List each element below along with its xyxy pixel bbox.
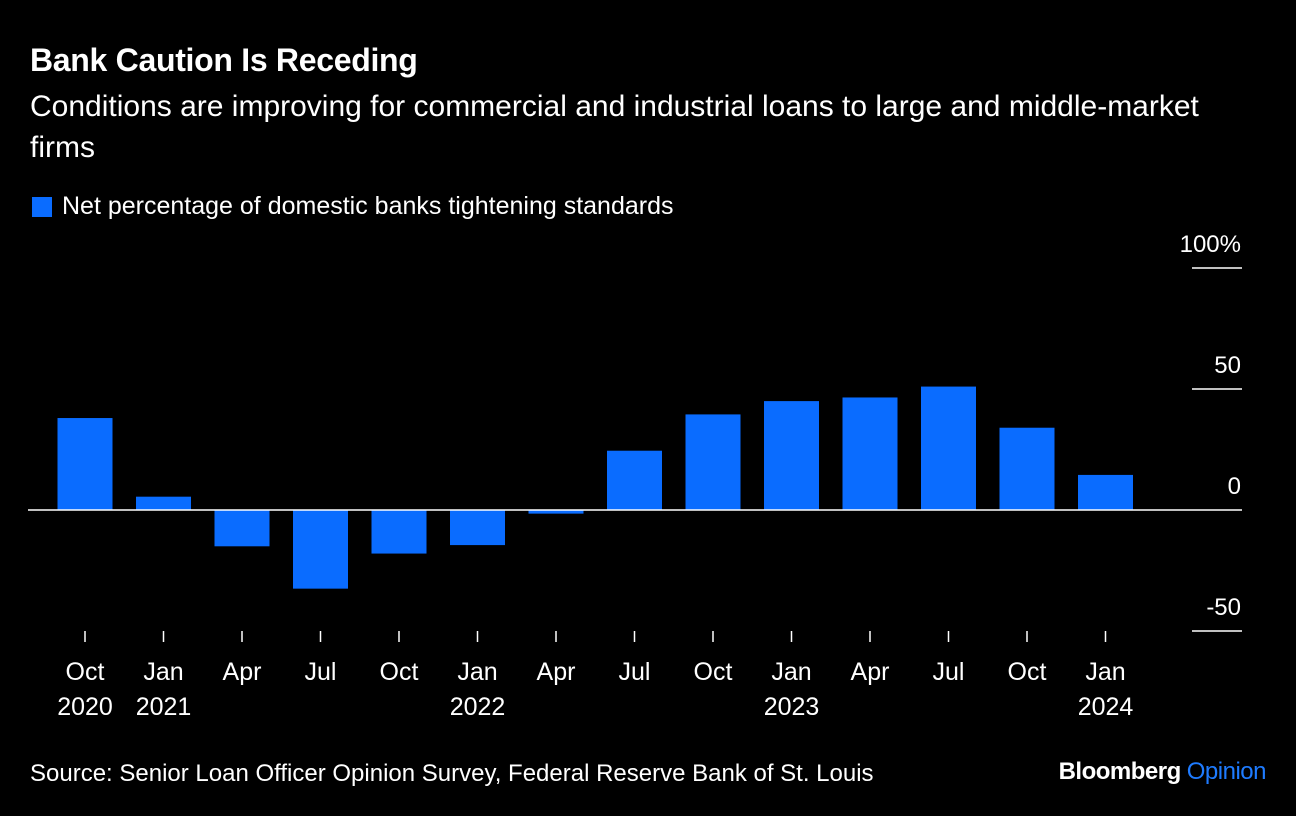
bar bbox=[371, 510, 427, 554]
x-tick-year-label: 2024 bbox=[1078, 693, 1134, 721]
bar bbox=[450, 510, 505, 546]
y-tick-label: 50 bbox=[1214, 352, 1241, 379]
bar bbox=[1078, 474, 1133, 510]
x-tick-label: Oct bbox=[1008, 658, 1047, 686]
bar-chart: 100% 50 0 -50 Oct 2020 Jan 2021 Apr Jul Oct Jan 2022… bbox=[28, 231, 1242, 721]
x-tick-year-label: 2022 bbox=[450, 693, 506, 721]
legend: Net percentage of domestic banks tighten… bbox=[32, 192, 674, 221]
x-tick-label: Jul bbox=[933, 658, 965, 686]
bar bbox=[921, 386, 976, 510]
brand-sub: Opinion bbox=[1186, 758, 1267, 785]
bar bbox=[57, 418, 113, 510]
bar bbox=[685, 414, 741, 510]
brand-main: Bloomberg bbox=[1058, 758, 1182, 785]
x-tick-label: Jul bbox=[619, 658, 651, 686]
bar bbox=[528, 510, 584, 514]
y-tick-label: -50 bbox=[1206, 594, 1241, 621]
x-tick-label: Oct bbox=[380, 658, 419, 686]
x-tick-label: Apr bbox=[851, 658, 890, 686]
x-tick-year-label: 2021 bbox=[136, 693, 192, 721]
source-note: Source: Senior Loan Officer Opinion Surv… bbox=[30, 760, 874, 787]
x-tick-label: Apr bbox=[537, 658, 576, 686]
x-tick-year-label: 2020 bbox=[57, 693, 113, 721]
x-tick-label: Apr bbox=[223, 658, 262, 686]
legend-label: Net percentage of domestic banks tighten… bbox=[62, 192, 674, 220]
bar bbox=[607, 450, 662, 510]
bar bbox=[999, 427, 1055, 510]
bar bbox=[136, 496, 191, 510]
chart-title: Bank Caution Is Receding bbox=[30, 42, 418, 78]
x-tick-label: Jan bbox=[143, 658, 183, 686]
x-tick-label: Jul bbox=[305, 658, 337, 686]
x-tick-year-label: 2023 bbox=[764, 693, 820, 721]
x-tick-label: Oct bbox=[694, 658, 733, 686]
bar bbox=[842, 397, 898, 510]
bar bbox=[293, 510, 348, 589]
chart-subtitle: Conditions are improving for commercial … bbox=[30, 90, 1199, 164]
bar bbox=[764, 401, 819, 510]
y-tick-label: 0 bbox=[1228, 473, 1241, 500]
x-tick-label: Jan bbox=[771, 658, 811, 686]
x-tick-label: Oct bbox=[66, 658, 105, 686]
legend-swatch bbox=[32, 196, 52, 217]
y-tick-label: 100% bbox=[1180, 231, 1241, 258]
bar bbox=[214, 510, 270, 547]
x-tick-label: Jan bbox=[457, 658, 497, 686]
brand-logo: Bloomberg Opinion bbox=[1058, 758, 1267, 786]
x-tick-label: Jan bbox=[1085, 658, 1125, 686]
